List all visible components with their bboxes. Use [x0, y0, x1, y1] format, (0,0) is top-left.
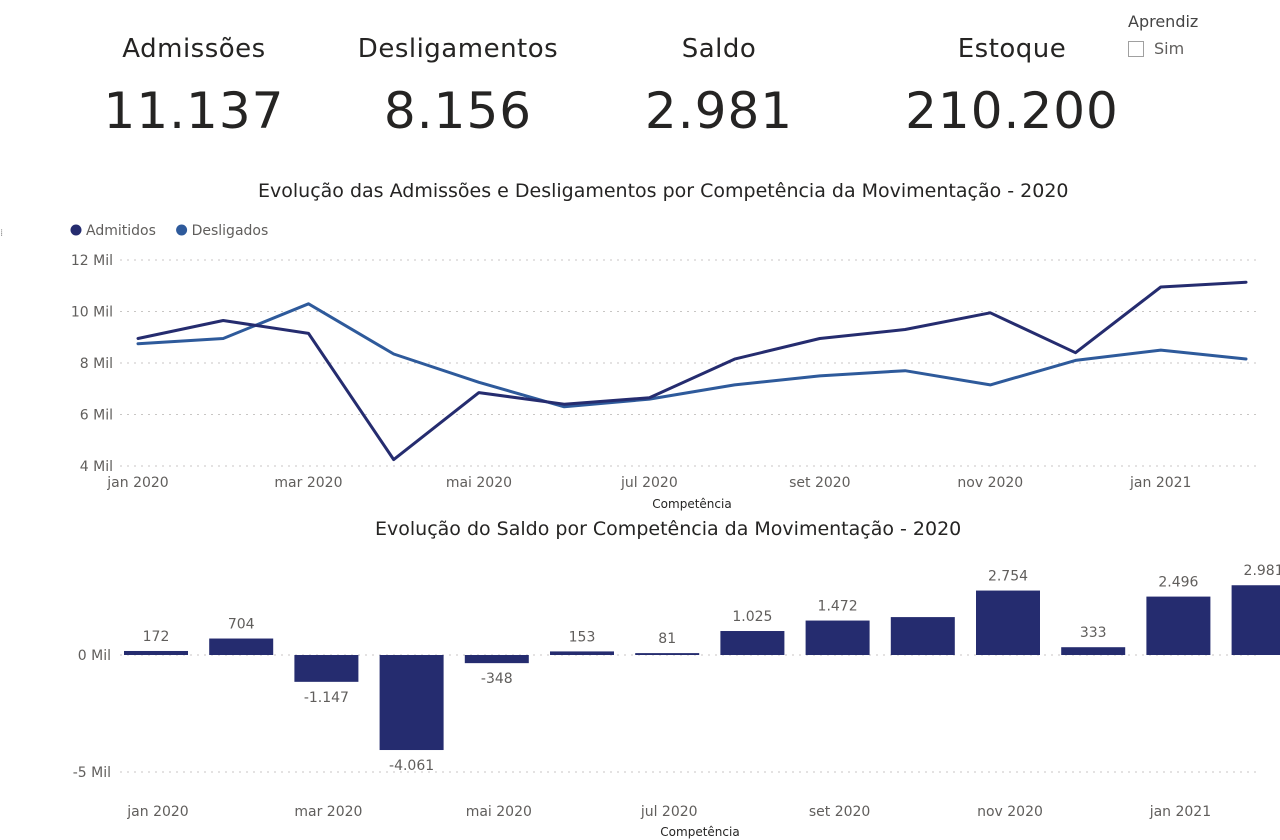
bar-chart-x-tick: jul 2020: [640, 804, 698, 820]
line-chart-x-tick: set 2020: [789, 475, 850, 491]
kpi-desligamentos-label: Desligamentos: [357, 34, 559, 64]
slicer-checkbox[interactable]: [1128, 40, 1144, 57]
line-chart-x-tick: nov 2020: [957, 475, 1023, 491]
kpi-desligamentos-value: 8.156: [383, 82, 533, 140]
aprendiz-slicer: Aprendiz Sim: [1128, 12, 1198, 58]
line-chart-x-tick: mai 2020: [446, 475, 512, 491]
bar-fev-2021: [1231, 585, 1280, 655]
bar-data-label: 2.496: [1158, 575, 1198, 591]
bar-chart-title: Evolução do Saldo por Competência da Mov…: [375, 518, 962, 540]
bar-chart-x-tick: mai 2020: [466, 804, 532, 820]
line-chart-x-axis-title: Competência: [652, 497, 731, 511]
line-chart-y-tick: 10 Mil: [71, 305, 113, 321]
bar-chart-x-axis-title: Competência: [660, 825, 739, 839]
bar-nov-2020: [976, 590, 1040, 655]
bar-chart-x-tick: nov 2020: [977, 804, 1043, 820]
bar-jul-2020: [635, 653, 700, 655]
line-chart-title: Evolução das Admissões e Desligamentos p…: [258, 180, 1069, 202]
bar-data-label: 1.472: [818, 599, 858, 615]
kpi-estoque-label: Estoque: [957, 34, 1067, 64]
bar-chart-x-tick: jan 2021: [1149, 804, 1211, 820]
legend-label-admitidos: Admitidos: [86, 223, 156, 239]
bar-data-label: 81: [658, 631, 676, 647]
bar-fev-2020: [209, 638, 274, 655]
legend-marker-desligados: [176, 224, 188, 236]
line-chart-x-tick: jan 2020: [106, 475, 168, 491]
bar-data-label: 704: [228, 617, 255, 633]
line-chart-x-tick: mar 2020: [274, 475, 342, 491]
bar-data-label: 333: [1080, 625, 1107, 641]
bar-data-label: -1.147: [304, 690, 349, 706]
line-chart-x-tick: jan 2021: [1129, 475, 1191, 491]
line-series-admitidos: [136, 280, 1248, 462]
bar-data-label: 2.981: [1244, 563, 1280, 579]
line-chart-y-tick: 4 Mil: [80, 459, 113, 475]
kpi-saldo-label: Saldo: [681, 34, 757, 64]
bar-jan-2021: [1146, 596, 1211, 655]
bar-data-label: -4.061: [389, 758, 434, 774]
bar-mai-2020: [464, 655, 529, 664]
bar-chart-x-tick: jan 2020: [126, 804, 188, 820]
legend-label-desligados: Desligados: [192, 223, 269, 239]
bar-data-label: -348: [481, 671, 513, 687]
bar-set-2020: [805, 620, 870, 655]
kpi-admissoes-label: Admissões: [122, 34, 266, 64]
panel-edge-icon: ⁞: [0, 228, 4, 239]
kpi-saldo-value: 2.981: [644, 82, 794, 140]
bar-data-label: 1.025: [732, 609, 772, 625]
slicer-option-sim[interactable]: Sim: [1128, 39, 1198, 58]
bar-chart-x-tick: mar 2020: [294, 804, 362, 820]
bar-mar-2020: [294, 655, 359, 682]
bar-chart-y-tick: 0 Mil: [78, 648, 111, 664]
bar-abr-2020: [379, 655, 444, 751]
kpi-estoque-value: 210.200: [905, 82, 1119, 140]
bar-dez-2020: [1061, 647, 1126, 655]
slicer-option-label: Sim: [1154, 39, 1185, 58]
bar-data-label: 2.754: [988, 569, 1028, 585]
bar-chart-x-tick: set 2020: [809, 804, 870, 820]
kpi-estoque: Estoque 210.200: [896, 34, 1128, 140]
line-chart-y-tick: 6 Mil: [80, 408, 113, 424]
kpi-admissoes: Admissões 11.137: [84, 34, 304, 140]
line-chart-y-tick: 12 Mil: [71, 253, 113, 269]
bar-out-2020: [890, 617, 955, 655]
bar-chart-y-tick: -5 Mil: [73, 765, 111, 781]
kpi-desligamentos: Desligamentos 8.156: [330, 34, 586, 140]
bar-ago-2020: [720, 631, 785, 655]
line-chart-x-tick: jul 2020: [620, 475, 678, 491]
bar-data-label: 153: [569, 629, 596, 645]
slicer-title: Aprendiz: [1128, 12, 1199, 31]
bar-data-label: 172: [143, 629, 170, 645]
legend-marker-admitidos: [70, 224, 82, 236]
kpi-saldo: Saldo 2.981: [606, 34, 832, 140]
bar-jun-2020: [550, 651, 614, 655]
bar-jan-2020: [124, 650, 188, 655]
line-series-desligados: [136, 302, 1248, 409]
line-chart-y-tick: 8 Mil: [80, 356, 113, 372]
kpi-admissoes-value: 11.137: [103, 82, 285, 140]
